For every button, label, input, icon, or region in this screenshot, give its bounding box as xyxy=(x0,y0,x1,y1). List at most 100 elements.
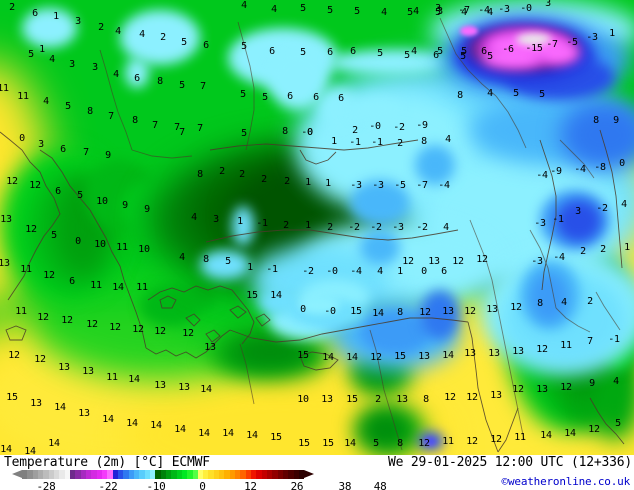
temperature-value-label: -0 xyxy=(369,121,381,132)
temperature-value-label: 12 xyxy=(464,306,476,317)
temperature-value-label: 14 xyxy=(442,350,454,361)
temperature-value-label: 9 xyxy=(613,115,619,126)
temperature-value-label: 11 xyxy=(560,340,572,351)
temperature-value-label: 13 xyxy=(82,366,94,377)
colorbar-tick-label: 48 xyxy=(373,480,387,490)
colorbar-swatch xyxy=(69,470,76,479)
temperature-value-label: 12 xyxy=(476,254,488,265)
temperature-value-label: 14 xyxy=(54,402,66,413)
run-datetime: We 29-01-2025 12:00 UTC (12+336) xyxy=(387,455,632,470)
temperature-map[interactable]: 2 6 1 3 2 4 4 2 5 6 4 4 5 5 5 4 5 5 4 4 3 -7 -4 -3 -0 3 1 5 4 3 3 4 6 8 5 7… xyxy=(0,0,634,455)
temperature-value-label: 13 xyxy=(418,351,430,362)
temperature-value-label: -2 xyxy=(302,266,314,277)
temperature-value-label: 13 xyxy=(204,342,216,353)
colorbar-swatch xyxy=(48,470,54,479)
credit-link[interactable]: ©weatheronline.co.uk xyxy=(501,475,631,488)
temperature-value-label: -4 xyxy=(574,164,586,175)
temperature-value-label: 13 xyxy=(321,394,333,405)
temperature-value-label: 2 xyxy=(283,220,289,231)
temperature-value-label: 12 xyxy=(61,315,73,326)
temperature-value-label: 6 xyxy=(481,46,487,57)
temperature-value-label: 6 xyxy=(313,92,319,103)
temperature-value-label: 10 xyxy=(94,239,106,250)
temperature-value-label: 12 xyxy=(154,326,166,337)
temperature-value-label: 13 xyxy=(536,384,548,395)
temperature-value-label: 6 xyxy=(338,93,344,104)
colorbar-swatch xyxy=(91,470,97,479)
colorbar-max-arrow-icon xyxy=(304,470,314,478)
colorbar-swatch xyxy=(112,470,118,479)
temperature-value-label: 13 xyxy=(442,306,454,317)
temperature-value-label: 4 xyxy=(487,88,493,99)
temperature-value-label: -0 xyxy=(324,306,336,317)
temperature-value-label: 15 xyxy=(246,290,258,301)
temperature-value-label: 10 xyxy=(96,196,108,207)
temperature-value-label: -4 xyxy=(536,170,548,181)
temperature-value-label: 14 xyxy=(126,418,138,429)
temperature-value-label: -3 xyxy=(498,4,510,15)
temperature-value-label: 12 xyxy=(37,312,49,323)
temperature-value-label: 8 xyxy=(421,136,427,147)
temperature-value-label: 8 xyxy=(457,90,463,101)
temperature-value-label: 13 xyxy=(512,346,524,357)
temperature-value-label: 4 xyxy=(445,134,451,145)
temperature-value-label: -0 xyxy=(326,266,338,277)
temperature-value-label: 14 xyxy=(346,352,358,363)
colorbar-swatch xyxy=(208,470,214,479)
temperature-value-label: 6 xyxy=(55,186,61,197)
temperature-value-label: 5 xyxy=(65,101,71,112)
temperature-value-label: 4 xyxy=(377,266,383,277)
colorbar-swatch xyxy=(123,470,129,479)
temperature-value-label: -2 xyxy=(393,122,405,133)
colorbar-swatch xyxy=(43,470,49,479)
temperature-value-label: 15 xyxy=(297,350,309,361)
temperature-value-label: -4 xyxy=(553,252,565,263)
temperature-value-label: 11 xyxy=(15,306,27,317)
colorbar-swatch xyxy=(22,470,28,479)
temperature-value-label: 4 xyxy=(413,6,419,17)
temperature-value-label: 8 xyxy=(593,115,599,126)
temperature-value-label: 15 xyxy=(350,306,362,317)
temperature-value-label: 7 xyxy=(179,127,185,138)
temperature-value-label: 5 xyxy=(225,256,231,267)
temperature-value-label: 5 xyxy=(181,37,187,48)
temperature-value-label: 12 xyxy=(452,256,464,267)
temperature-value-label: 11 xyxy=(106,372,118,383)
colorbar-swatch xyxy=(176,470,182,479)
colorbar[interactable]: -28 -22 -10 0 12 26 38 48 xyxy=(12,470,387,490)
temperature-value-label: -3 xyxy=(586,32,598,43)
temperature-value-label: 3 xyxy=(437,6,443,17)
temperature-value-label: -3 xyxy=(531,256,543,267)
colorbar-swatches[interactable] xyxy=(22,470,305,479)
temperature-value-label: 15 xyxy=(6,392,18,403)
temperature-value-label: 4 xyxy=(43,96,49,107)
temperature-value-label: 1 xyxy=(305,177,311,188)
temperature-value-label: 15 xyxy=(270,432,282,443)
page-title: Temperature (2m) [°C] ECMWF xyxy=(4,455,210,470)
temperature-value-label: 11 xyxy=(0,83,9,94)
temperature-value-label: 4 xyxy=(613,376,619,387)
temperature-value-label: -15 xyxy=(525,43,543,54)
temperature-value-label: 5 xyxy=(77,190,83,201)
temperature-value-label: 7 xyxy=(108,111,114,122)
temperature-value-label: -3 xyxy=(350,180,362,191)
temperature-value-label: 6 xyxy=(32,8,38,19)
temperature-value-label: 13 xyxy=(488,348,500,359)
temperature-value-label: 14 xyxy=(174,424,186,435)
temperature-value-label: 3 xyxy=(435,3,441,14)
temperature-value-label: 4 xyxy=(561,297,567,308)
colorbar-swatch xyxy=(272,470,278,479)
temperature-value-label: 8 xyxy=(132,115,138,126)
temperature-value-label: -2 xyxy=(416,222,428,233)
temperature-value-label: 3 xyxy=(75,16,81,27)
colorbar-swatch xyxy=(165,470,172,479)
temperature-value-label: 5 xyxy=(437,46,443,57)
colorbar-swatch xyxy=(155,470,161,479)
temperature-value-label: 5 xyxy=(461,46,467,57)
colorbar-swatch xyxy=(59,470,65,479)
temperature-value-label: 9 xyxy=(589,378,595,389)
temperature-value-label: 10 xyxy=(138,244,150,255)
temperature-value-label: 15 xyxy=(346,394,358,405)
colorbar-swatch xyxy=(128,470,134,479)
temperature-value-label: 5 xyxy=(513,88,519,99)
